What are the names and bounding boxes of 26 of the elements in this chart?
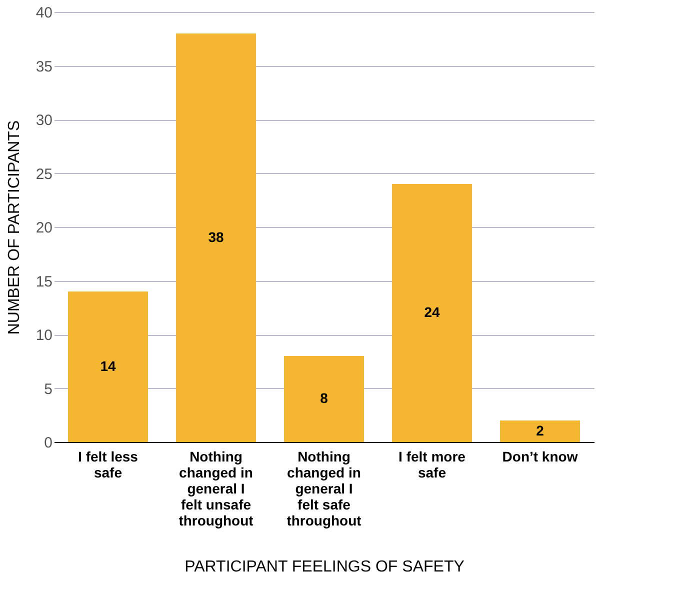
data-label: 24 [424,304,440,320]
y-tick-label: 20 [36,220,52,236]
y-tick-label: 15 [36,273,52,290]
y-tick-label: 40 [36,4,52,22]
data-label: 2 [536,422,544,438]
bar [500,420,580,442]
y-tick-label: 5 [44,380,52,398]
x-tick-label: Nothing changed in general I felt unsafe throughout [178,448,254,528]
y-tick-label: 35 [36,58,52,76]
data-label: 38 [208,228,224,245]
y-axis-title: NUMBER OF PARTICIPANTS [6,120,23,335]
x-tick-label: Don’t know [502,448,578,464]
bar [176,34,256,442]
bar [68,292,148,442]
y-tick-label: 30 [36,112,52,129]
x-axis-title: PARTICIPANT FEELINGS OF SAFETY [184,558,465,576]
data-label: 8 [320,390,328,406]
data-label: 14 [100,358,116,374]
y-tick-label: 10 [36,327,52,344]
x-tick-label: Nothing changed in general I felt safe throughout [286,448,362,528]
x-tick-label: I felt more safe [398,448,466,480]
y-tick-label: 25 [36,166,52,183]
y-tick-label: 0 [44,434,52,452]
x-tick-label: I felt less safe [78,448,138,480]
bar [284,356,364,442]
bar [392,184,472,442]
